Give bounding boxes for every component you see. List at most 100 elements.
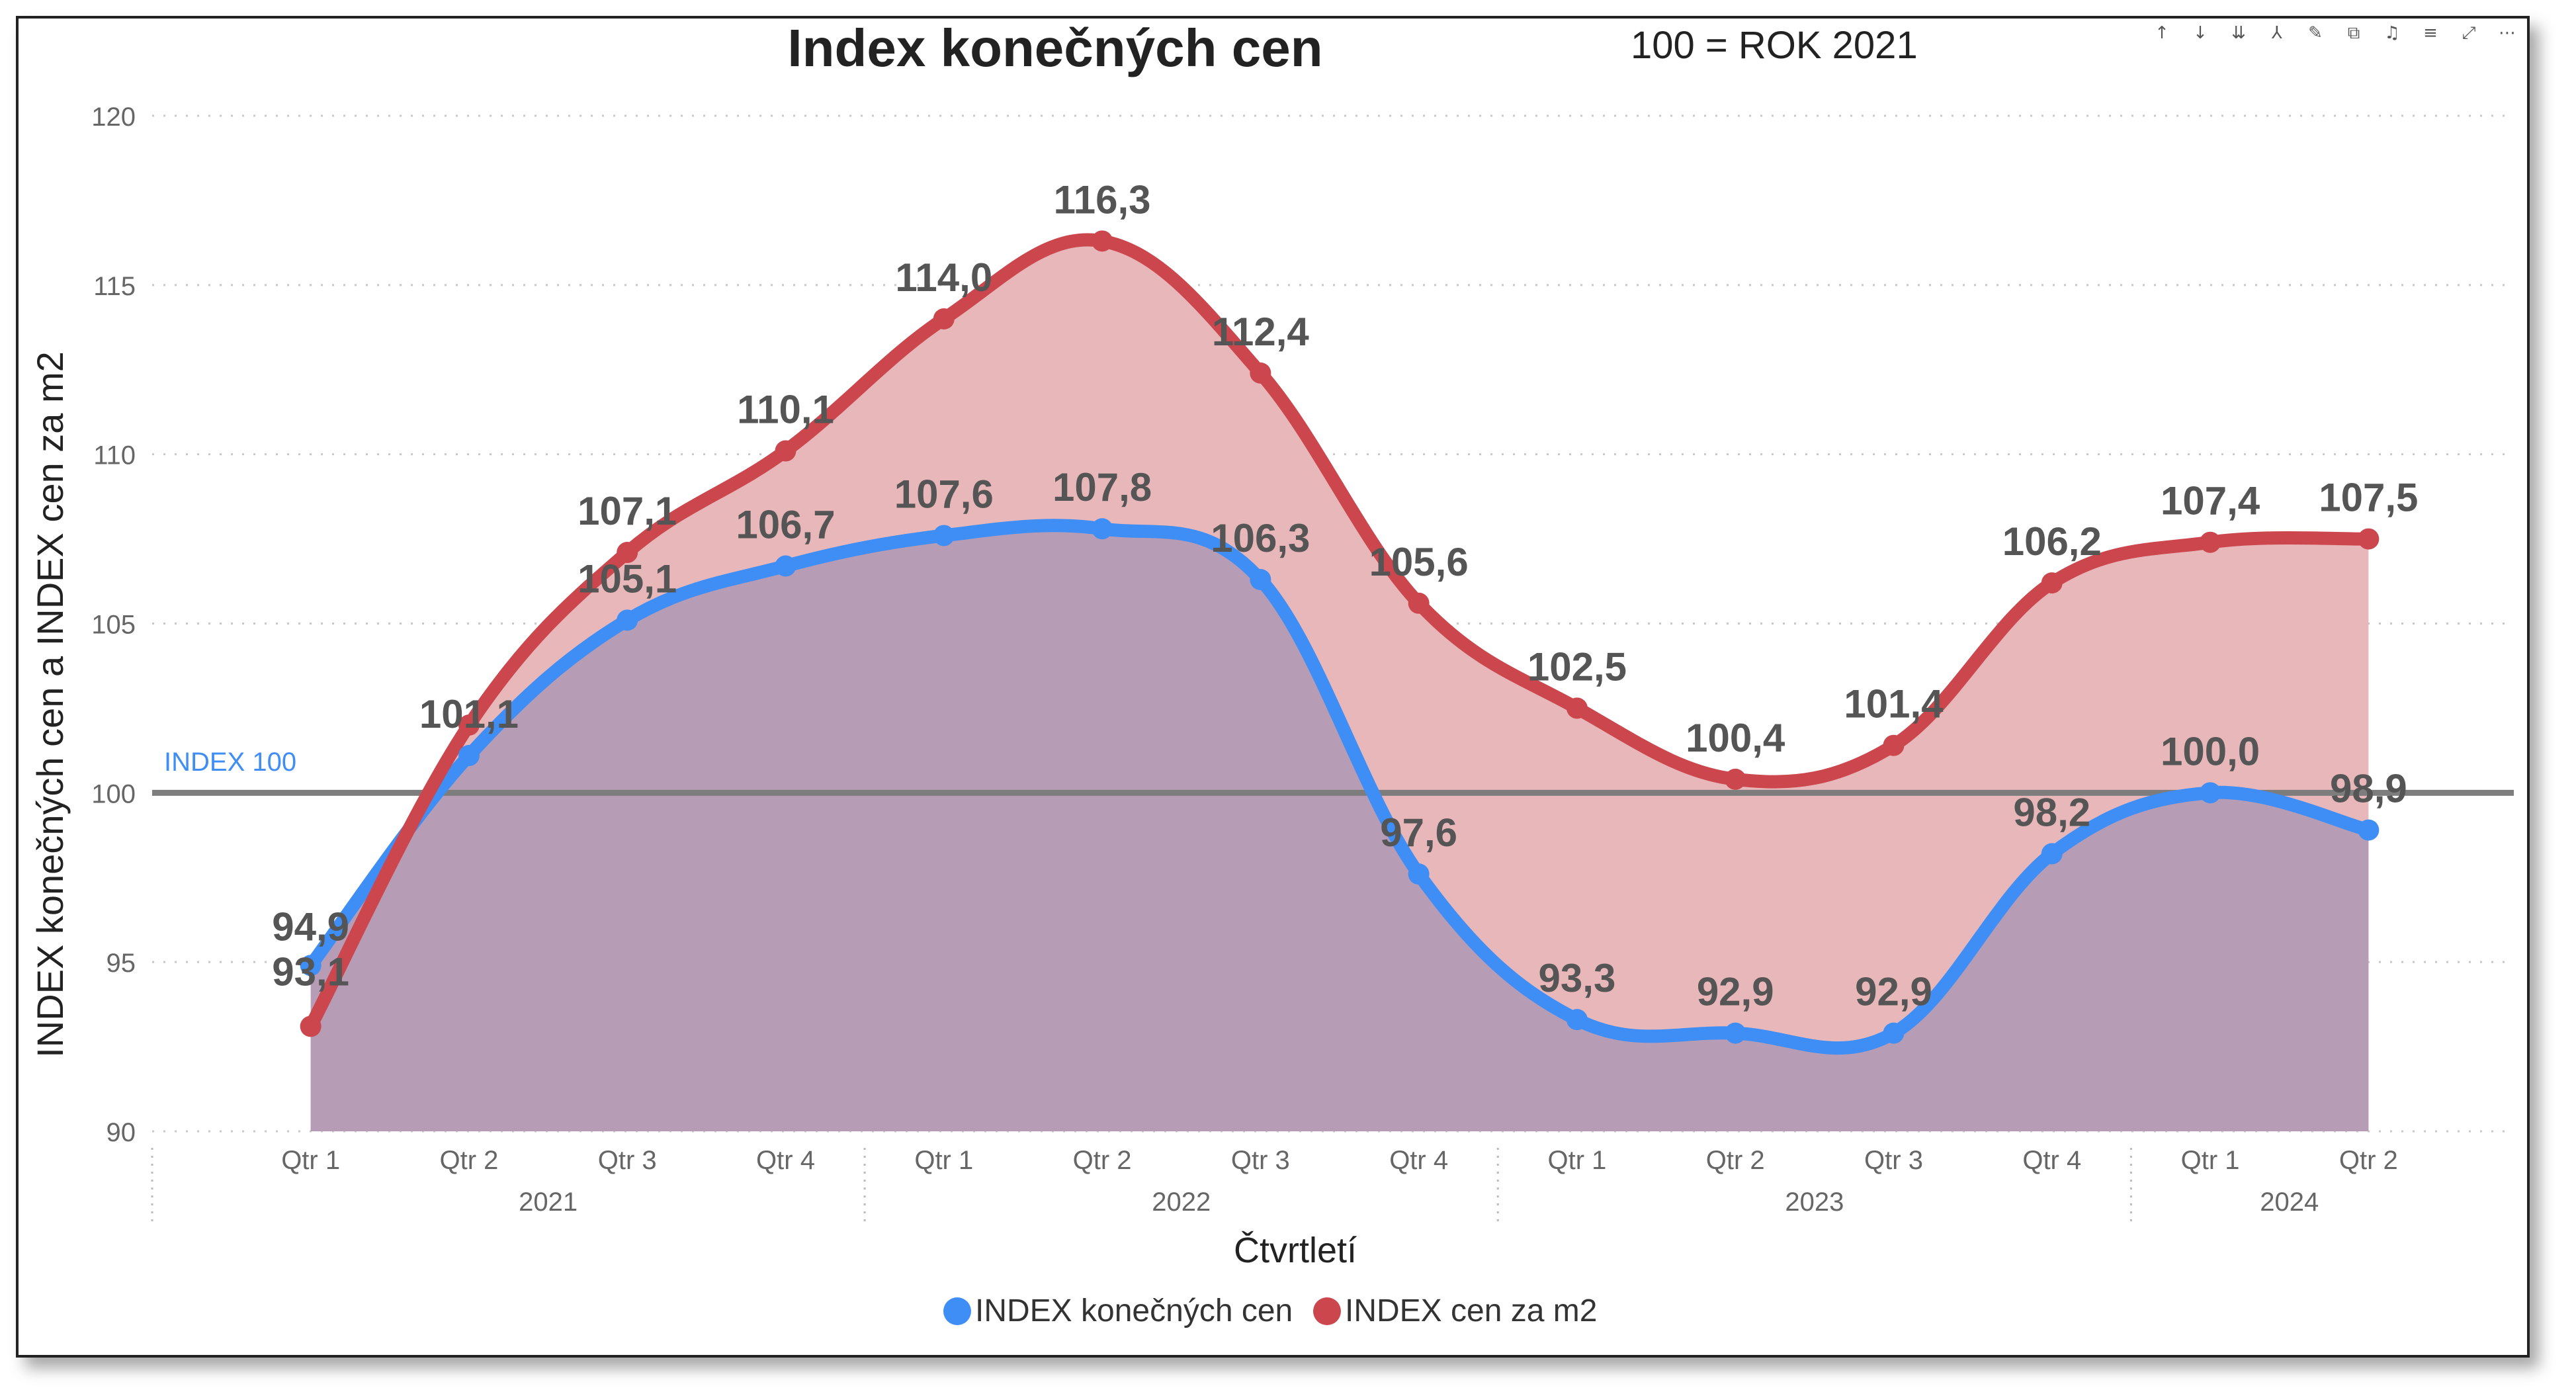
x-tick-label-7: Qtr 4 [1389, 1146, 1448, 1175]
point-series-0-9[interactable] [1725, 1022, 1746, 1044]
data-label-series-0-5: 107,8 [1052, 465, 1152, 509]
point-series-1-5[interactable] [1092, 230, 1113, 252]
data-label-series-1-5: 116,3 [1054, 177, 1151, 222]
x-tick-label-8: Qtr 1 [1547, 1146, 1606, 1175]
point-series-1-3[interactable] [775, 440, 796, 462]
reference-line-label: INDEX 100 [164, 748, 296, 777]
data-labels: 94,9 101,1 105,1 106,7 107,6 107,8 106,3 97,6 93… [272, 177, 2418, 1014]
point-series-1-13[interactable] [2358, 528, 2380, 550]
data-label-series-0-1: 101,1 [419, 692, 519, 736]
point-series-1-8[interactable] [1566, 697, 1588, 719]
y-tick-label-120: 120 [91, 103, 136, 132]
point-series-0-5[interactable] [1092, 518, 1113, 540]
x-tick-label-0: Qtr 1 [281, 1146, 340, 1175]
point-series-0-2[interactable] [617, 609, 638, 631]
data-label-series-0-12: 100,0 [2161, 729, 2260, 773]
point-series-0-4[interactable] [933, 525, 955, 546]
expand-icon[interactable]: ⤢ [2462, 23, 2476, 43]
point-series-0-12[interactable] [2200, 782, 2221, 804]
legend-label-final-price: INDEX konečných cen [975, 1293, 1293, 1328]
data-label-series-0-9: 92,9 [1697, 970, 1774, 1014]
point-series-1-1[interactable] [458, 715, 480, 736]
legend-label-price-per-m2: INDEX cen za m2 [1345, 1293, 1597, 1328]
data-label-series-0-8: 93,3 [1539, 956, 1616, 1000]
data-label-series-0-11: 98,2 [2013, 790, 2090, 834]
pin-icon[interactable]: ✎ [2308, 23, 2323, 43]
data-label-series-1-6: 112,4 [1212, 310, 1309, 354]
year-label-2024: 2024 [2260, 1188, 2319, 1217]
point-series-0-6[interactable] [1250, 568, 1271, 590]
y-tick-label-110: 110 [93, 441, 136, 470]
x-tick-label-13: Qtr 2 [2339, 1146, 2398, 1175]
data-label-series-0-13: 98,9 [2330, 767, 2407, 811]
legend-marker-price-per-m2 [1313, 1297, 1341, 1325]
visual-toolbar: ↑ ↓ ⇊ ⅄ ✎ ⧉ ♫ ≡ ⤢ ⋯ [2155, 23, 2516, 43]
x-tick-label-9: Qtr 2 [1706, 1146, 1765, 1175]
data-label-series-1-7: 105,6 [1369, 540, 1469, 584]
point-series-0-11[interactable] [2041, 843, 2063, 865]
y-tick-label-105: 105 [91, 611, 136, 640]
point-series-0-1[interactable] [458, 745, 480, 767]
point-series-1-7[interactable] [1408, 592, 1430, 614]
point-series-1-6[interactable] [1250, 362, 1271, 384]
x-tick-label-10: Qtr 3 [1864, 1146, 1923, 1175]
data-label-series-0-10: 92,9 [1855, 970, 1932, 1014]
series-points [300, 230, 2380, 1044]
point-series-1-0[interactable] [300, 1016, 322, 1037]
point-series-1-2[interactable] [617, 542, 638, 564]
point-series-1-9[interactable] [1725, 768, 1746, 790]
point-series-0-0[interactable] [300, 955, 322, 976]
x-tick-label-1: Qtr 2 [439, 1146, 498, 1175]
x-tick-label-12: Qtr 1 [2181, 1146, 2240, 1175]
data-label-series-1-4: 114,0 [895, 255, 992, 300]
more-icon[interactable]: ⋯ [2499, 23, 2516, 43]
data-label-series-0-6: 106,3 [1211, 516, 1310, 560]
data-label-series-1-9: 100,4 [1686, 716, 1785, 760]
y-tick-label-100: 100 [91, 779, 136, 808]
point-series-0-8[interactable] [1566, 1009, 1588, 1031]
x-tick-label-11: Qtr 4 [2022, 1146, 2081, 1175]
y-tick-label-115: 115 [93, 272, 136, 301]
data-label-series-0-0: 94,9 [272, 904, 349, 949]
point-series-1-12[interactable] [2200, 531, 2221, 553]
x-tick-label-2: Qtr 3 [598, 1146, 657, 1175]
hierarchy-icon[interactable]: ⅄ [2271, 23, 2282, 43]
data-label-series-0-3: 106,7 [736, 503, 835, 547]
point-series-1-11[interactable] [2041, 572, 2063, 594]
bell-icon[interactable]: ♫ [2384, 23, 2399, 43]
data-label-series-0-4: 107,6 [894, 472, 994, 516]
x-axis-title: Čtvrtletí [1234, 1231, 1357, 1270]
point-series-0-7[interactable] [1408, 863, 1430, 885]
year-label-2023: 2023 [1785, 1188, 1844, 1217]
arrow-up-icon[interactable]: ↑ [2155, 23, 2169, 43]
data-label-series-1-10: 101,4 [1844, 682, 1944, 726]
copy-icon[interactable]: ⧉ [2348, 23, 2360, 43]
year-label-2022: 2022 [1152, 1188, 1211, 1217]
x-tick-label-6: Qtr 3 [1231, 1146, 1290, 1175]
double-arrow-down-icon[interactable]: ⇊ [2231, 23, 2246, 43]
y-axis-title: INDEX konečných cen a INDEX cen za m2 [29, 351, 71, 1058]
legend: INDEX konečných cen INDEX cen za m2 [943, 1293, 1597, 1328]
y-tick-label-95: 95 [107, 949, 136, 978]
year-label-2021: 2021 [519, 1188, 578, 1217]
data-label-series-0-7: 97,6 [1380, 810, 1457, 855]
arrow-down-icon[interactable]: ↓ [2193, 23, 2208, 43]
point-series-0-3[interactable] [775, 555, 796, 577]
x-tick-label-4: Qtr 1 [914, 1146, 973, 1175]
filter-icon[interactable]: ≡ [2423, 23, 2438, 43]
y-tick-label-90: 90 [107, 1118, 136, 1147]
point-series-1-10[interactable] [1883, 734, 1905, 756]
series-areas [310, 239, 2369, 1132]
point-series-1-4[interactable] [933, 308, 955, 329]
axes: 90 95 100 105 110 115 120 Qtr 1 Qtr 2 Qtr 3 Qtr 4 Q… [91, 103, 2398, 1227]
chart-title: Index konečných cen [787, 19, 1322, 77]
area-series-0 [310, 525, 2369, 1131]
data-label-series-1-2: 107,1 [578, 489, 677, 533]
x-tick-label-5: Qtr 2 [1073, 1146, 1132, 1175]
point-series-0-10[interactable] [1883, 1022, 1905, 1044]
data-label-series-1-0: 93,1 [272, 949, 349, 994]
chart-subtitle: 100 = ROK 2021 [1631, 24, 1918, 67]
data-label-series-1-3: 110,1 [737, 388, 834, 432]
point-series-0-13[interactable] [2358, 819, 2380, 841]
